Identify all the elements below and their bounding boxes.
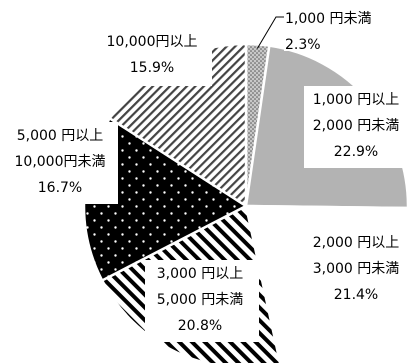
- slice-label-line: 22.9%: [334, 144, 378, 160]
- slice-label-5: 10,000円以上 15.9%: [94, 28, 212, 86]
- slice-label-line: 2,000 円未満: [313, 118, 400, 134]
- slice-label-background: [284, 5, 392, 51]
- slice-label-line: 5,000 円以上: [17, 128, 104, 144]
- slice-label-3: 3,000 円以上 5,000 円未満 20.8%: [145, 260, 259, 342]
- leader-line-0: [256, 16, 284, 49]
- slice-label-line: 16.7%: [38, 180, 82, 196]
- slice-label-line: 15.9%: [130, 60, 174, 76]
- slice-label-2: 2,000 円以上 3,000 円未満 21.4%: [304, 229, 412, 311]
- slice-label-line: 3,000 円未満: [313, 261, 400, 277]
- slice-label-line: 21.4%: [334, 287, 378, 303]
- slice-label-background: [304, 86, 412, 168]
- slice-label-line: 10,000円以上: [107, 34, 198, 50]
- slice-label-4: 5,000 円以上 10,000円未満 16.7%: [4, 122, 118, 204]
- slice-label-line: 20.8%: [178, 318, 222, 334]
- slice-label-1: 1,000 円以上 2,000 円未満 22.9%: [304, 86, 412, 168]
- slice-label-background: [4, 122, 118, 204]
- slice-label-background: [145, 260, 259, 342]
- pie-labels: 1,000 円未満 2.3% 1,000 円以上 2,000 円未満 22.9% 2,00…: [4, 5, 412, 342]
- slice-label-line: 1,000 円未満: [285, 11, 372, 27]
- slice-label-line: 1,000 円以上: [313, 92, 400, 108]
- slice-label-line: 5,000 円未満: [157, 292, 244, 308]
- slice-label-line: 2,000 円以上: [313, 235, 400, 251]
- slice-label-background: [94, 28, 212, 86]
- slice-label-line: 2.3%: [285, 37, 321, 53]
- slice-label-0: 1,000 円未満 2.3%: [284, 5, 392, 53]
- slice-label-line: 3,000 円以上: [157, 266, 244, 282]
- slice-label-line: 10,000円未満: [15, 154, 106, 170]
- slice-label-background: [304, 229, 412, 311]
